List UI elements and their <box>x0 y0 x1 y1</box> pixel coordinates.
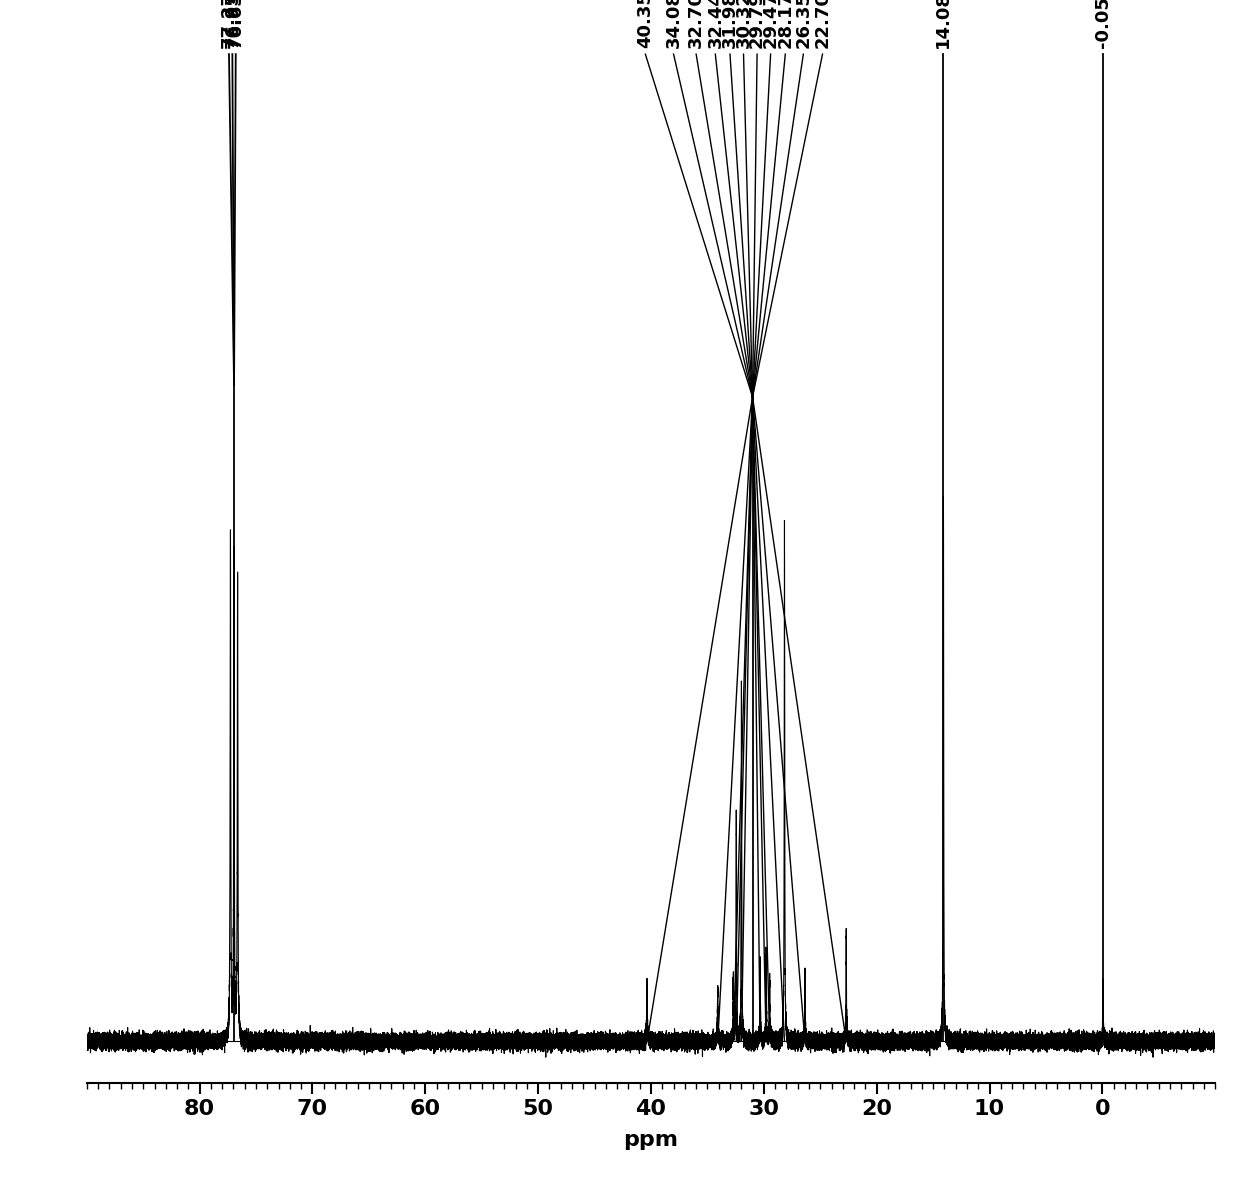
Text: 76.636: 76.636 <box>227 0 244 48</box>
Text: 34.086: 34.086 <box>665 0 682 48</box>
X-axis label: ppm: ppm <box>624 1130 678 1150</box>
Text: 26.358: 26.358 <box>795 0 812 48</box>
Text: 14.084: 14.084 <box>935 0 952 48</box>
Text: 22.702: 22.702 <box>813 0 832 48</box>
Text: 32.702: 32.702 <box>687 0 706 48</box>
Text: 76.955: 76.955 <box>223 0 242 48</box>
Text: 32.446: 32.446 <box>707 0 724 48</box>
Text: 29.799: 29.799 <box>748 0 766 48</box>
Text: -0.058: -0.058 <box>1094 0 1112 48</box>
Text: 31.985: 31.985 <box>720 0 739 48</box>
Text: 30.328: 30.328 <box>734 0 753 48</box>
Text: 29.479: 29.479 <box>761 0 780 48</box>
Text: 77.272: 77.272 <box>219 0 238 48</box>
Text: 40.354: 40.354 <box>636 0 655 48</box>
Text: 28.171: 28.171 <box>776 0 795 48</box>
